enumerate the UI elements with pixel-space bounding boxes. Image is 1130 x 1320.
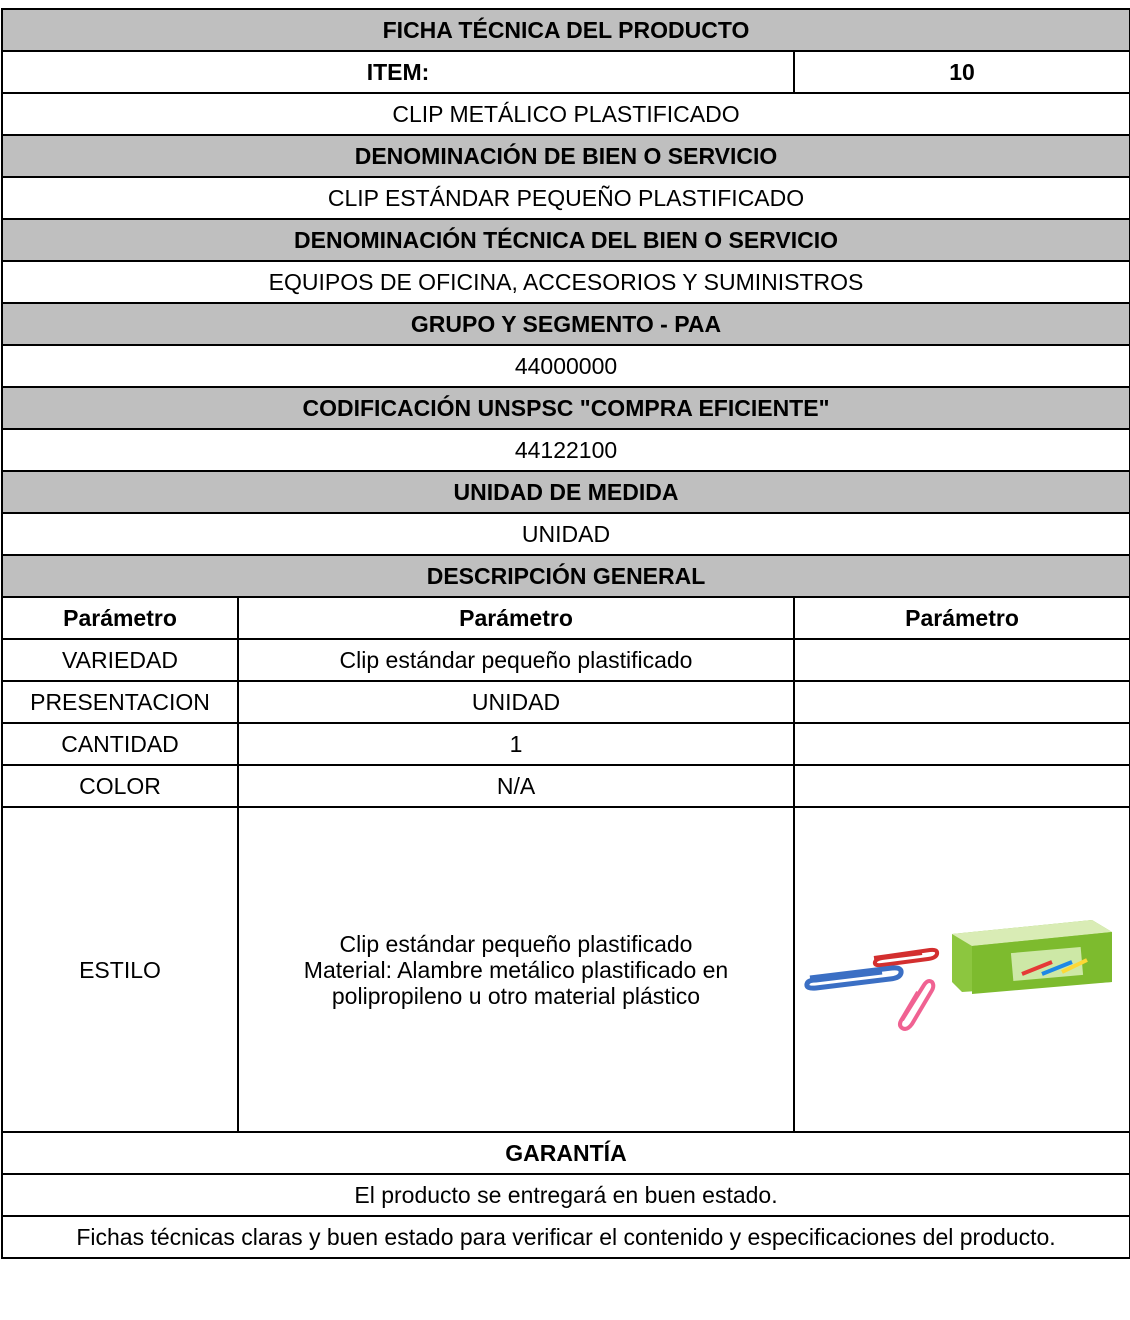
row: VARIEDAD Clip estándar pequeño plastifica… bbox=[1, 638, 1130, 682]
parameter-extra bbox=[793, 764, 1130, 808]
row: DENOMINACIÓN TÉCNICA DEL BIEN O SERVICIO bbox=[1, 218, 1130, 262]
row: EQUIPOS DE OFICINA, ACCESORIOS Y SUMINIS… bbox=[1, 260, 1130, 304]
item-value: 10 bbox=[793, 50, 1130, 94]
row: DENOMINACIÓN DE BIEN O SERVICIO bbox=[1, 134, 1130, 178]
warranty-line: Fichas técnicas claras y buen estado par… bbox=[1, 1215, 1130, 1259]
row: GARANTÍA bbox=[1, 1131, 1130, 1175]
column-header: Parámetro bbox=[793, 596, 1130, 640]
parameter-extra bbox=[793, 680, 1130, 724]
parameter: CANTIDAD bbox=[1, 722, 239, 766]
parameter-extra bbox=[793, 638, 1130, 682]
warranty-heading: GARANTÍA bbox=[1, 1131, 1130, 1175]
style-line: Material: Alambre metálico plastificado … bbox=[303, 956, 729, 1009]
section-value: UNIDAD bbox=[1, 512, 1130, 556]
row: CODIFICACIÓN UNSPSC "COMPRA EFICIENTE" bbox=[1, 386, 1130, 430]
row: ESTILO Clip estándar pequeño plastificado… bbox=[1, 806, 1130, 1133]
product-name: CLIP METÁLICO PLASTIFICADO bbox=[1, 92, 1130, 136]
parameter-value: 1 bbox=[237, 722, 795, 766]
section-heading: DENOMINACIÓN DE BIEN O SERVICIO bbox=[1, 134, 1130, 178]
style-line: Clip estándar pequeño plastificado bbox=[339, 930, 693, 957]
row: GRUPO Y SEGMENTO - PAA bbox=[1, 302, 1130, 346]
title: FICHA TÉCNICA DEL PRODUCTO bbox=[1, 8, 1130, 52]
parameter-value: UNIDAD bbox=[237, 680, 795, 724]
row: CLIP METÁLICO PLASTIFICADO bbox=[1, 92, 1130, 136]
row: 44122100 bbox=[1, 428, 1130, 472]
section-value: 44000000 bbox=[1, 344, 1130, 388]
column-header: Parámetro bbox=[1, 596, 239, 640]
style-label: ESTILO bbox=[1, 806, 239, 1133]
row: Parámetro Parámetro Parámetro bbox=[1, 596, 1130, 640]
parameter-value: N/A bbox=[237, 764, 795, 808]
row: Fichas técnicas claras y buen estado par… bbox=[1, 1215, 1130, 1259]
spec-body: FICHA TÉCNICA DEL PRODUCTO ITEM: 10 CLIP … bbox=[1, 8, 1130, 1259]
row: El producto se entregará en buen estado. bbox=[1, 1173, 1130, 1217]
parameter: COLOR bbox=[1, 764, 239, 808]
description-heading: DESCRIPCIÓN GENERAL bbox=[1, 554, 1130, 598]
row: UNIDAD DE MEDIDA bbox=[1, 470, 1130, 514]
parameter-extra bbox=[793, 722, 1130, 766]
warranty-line: El producto se entregará en buen estado. bbox=[1, 1173, 1130, 1217]
section-heading: CODIFICACIÓN UNSPSC "COMPRA EFICIENTE" bbox=[1, 386, 1130, 430]
section-value: 44122100 bbox=[1, 428, 1130, 472]
section-heading: DENOMINACIÓN TÉCNICA DEL BIEN O SERVICIO bbox=[1, 218, 1130, 262]
row: 44000000 bbox=[1, 344, 1130, 388]
section-value: EQUIPOS DE OFICINA, ACCESORIOS Y SUMINIS… bbox=[1, 260, 1130, 304]
row: CANTIDAD 1 bbox=[1, 722, 1130, 766]
row: CLIP ESTÁNDAR PEQUEÑO PLASTIFICADO bbox=[1, 176, 1130, 220]
item-label: ITEM: bbox=[1, 50, 795, 94]
row: FICHA TÉCNICA DEL PRODUCTO bbox=[1, 8, 1130, 52]
spec-sheet: FICHA TÉCNICA DEL PRODUCTO ITEM: 10 CLIP … bbox=[1, 8, 1130, 1259]
column-header: Parámetro bbox=[237, 596, 795, 640]
style-description: Clip estándar pequeño plastificado Materi… bbox=[237, 806, 795, 1133]
section-value: CLIP ESTÁNDAR PEQUEÑO PLASTIFICADO bbox=[1, 176, 1130, 220]
row: PRESENTACION UNIDAD bbox=[1, 680, 1130, 724]
parameter-value: Clip estándar pequeño plastificado bbox=[237, 638, 795, 682]
row: DESCRIPCIÓN GENERAL bbox=[1, 554, 1130, 598]
parameter: PRESENTACION bbox=[1, 680, 239, 724]
row: UNIDAD bbox=[1, 512, 1130, 556]
parameter: VARIEDAD bbox=[1, 638, 239, 682]
product-image bbox=[804, 919, 1112, 1031]
section-heading: GRUPO Y SEGMENTO - PAA bbox=[1, 302, 1130, 346]
row: COLOR N/A bbox=[1, 764, 1130, 808]
style-image bbox=[793, 806, 1130, 1133]
section-heading: UNIDAD DE MEDIDA bbox=[1, 470, 1130, 514]
row: ITEM: 10 bbox=[1, 50, 1130, 94]
